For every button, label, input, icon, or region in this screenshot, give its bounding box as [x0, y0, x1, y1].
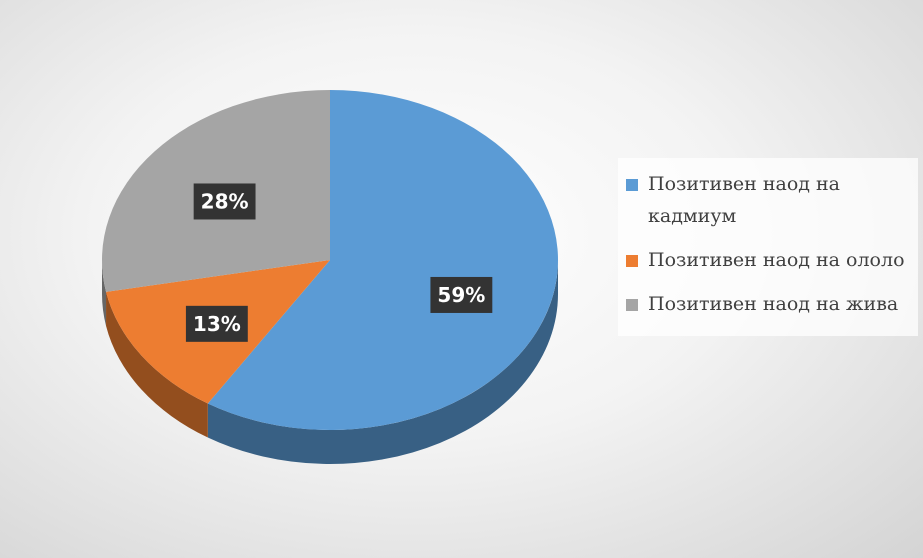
slice: [207, 90, 559, 431]
data-label-box: [185, 305, 248, 342]
data-label: 28%: [193, 183, 256, 220]
data-label: 13%: [185, 305, 248, 342]
legend-swatch: [626, 255, 638, 267]
legend-item: Позитивен наод на ололо: [626, 244, 918, 276]
legend-item: Позитивен наод на жива: [626, 288, 918, 320]
legend-swatch: [626, 179, 638, 191]
legend-swatch: [626, 299, 638, 311]
slice-side: [102, 260, 107, 326]
legend: Позитивен наод на кадмиум Позитивен наод …: [618, 158, 918, 336]
legend-item: Позитивен наод на кадмиум: [626, 168, 918, 232]
legend-label: Позитивен наод на кадмиум: [648, 173, 841, 227]
data-label-box: [193, 183, 256, 220]
legend-label: Позитивен наод на ололо: [648, 249, 905, 271]
data-label-box: [430, 276, 493, 313]
data-label-text: 59%: [437, 283, 485, 307]
data-label: 59%: [430, 276, 493, 313]
slice-side: [106, 291, 208, 438]
slice-side: [207, 260, 559, 464]
data-label-text: 13%: [193, 312, 241, 336]
legend-label: Позитивен наод на жива: [648, 293, 899, 315]
data-label-text: 28%: [201, 189, 249, 213]
